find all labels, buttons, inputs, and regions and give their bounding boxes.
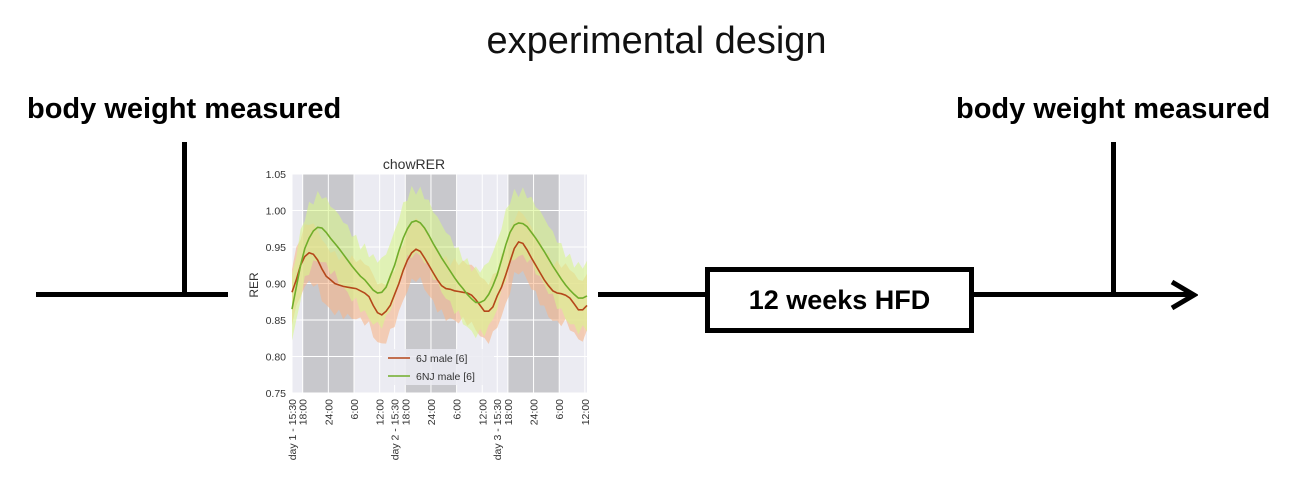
arrowhead-icon	[1170, 279, 1198, 311]
x-tick-label: 6:00	[554, 399, 566, 420]
y-tick-label: 0.80	[266, 352, 287, 364]
left-weight-label: body weight measured	[27, 93, 342, 125]
x-tick-label: 18:00	[298, 399, 310, 425]
y-tick-label: 0.90	[266, 279, 287, 291]
y-tick-label: 0.85	[266, 315, 287, 327]
left-marker-line	[182, 142, 187, 294]
timeline-segment-start	[36, 292, 228, 297]
right-marker-line	[1111, 142, 1116, 294]
right-weight-label: body weight measured	[956, 93, 1271, 125]
y-tick-label: 1.05	[266, 169, 287, 181]
chart-title: chowRER	[383, 156, 445, 172]
legend-label-6nj: 6NJ male [6]	[416, 371, 475, 383]
x-tick-label: 12:00	[375, 399, 387, 425]
x-tick-label: 12:00	[477, 399, 489, 425]
x-tick-label: 18:00	[400, 399, 412, 425]
y-tick-label: 0.95	[266, 242, 287, 254]
rer-chart: 1.05 1.00 0.95 0.90 0.85 0.80 0.75 day 1 - 15:…	[232, 142, 596, 480]
x-tick-label: day 3 - 15:30	[492, 399, 504, 460]
x-tick-label: day 1 - 15:30	[287, 399, 299, 460]
x-tick-label: 24:00	[529, 399, 541, 425]
x-tick-label: 12:00	[580, 399, 592, 425]
y-tick-label: 1.00	[266, 206, 287, 218]
page-title: experimental design	[486, 20, 827, 62]
timeline-segment-end	[968, 292, 1190, 297]
hfd-duration-box: 12 weeks HFD	[705, 267, 974, 333]
series-line-1	[291, 240, 588, 316]
x-tick-label: day 2 - 15:30	[390, 399, 402, 460]
x-tick-label: 6:00	[349, 399, 361, 420]
series-line-2	[291, 219, 588, 310]
chart-legend: 6J male [6] 6NJ male [6]	[382, 349, 494, 385]
y-tick-label: 0.75	[266, 388, 287, 400]
variability-band-2	[292, 185, 587, 341]
timeline-segment-middle	[598, 292, 708, 297]
x-tick-label: 18:00	[503, 399, 515, 425]
x-tick-label: 24:00	[426, 399, 438, 425]
x-tick-label: 6:00	[452, 399, 464, 420]
legend-label-6j: 6J male [6]	[416, 353, 467, 365]
y-axis-label: RER	[247, 272, 261, 298]
x-tick-label: 24:00	[323, 399, 335, 425]
hfd-duration-label: 12 weeks HFD	[748, 284, 931, 315]
